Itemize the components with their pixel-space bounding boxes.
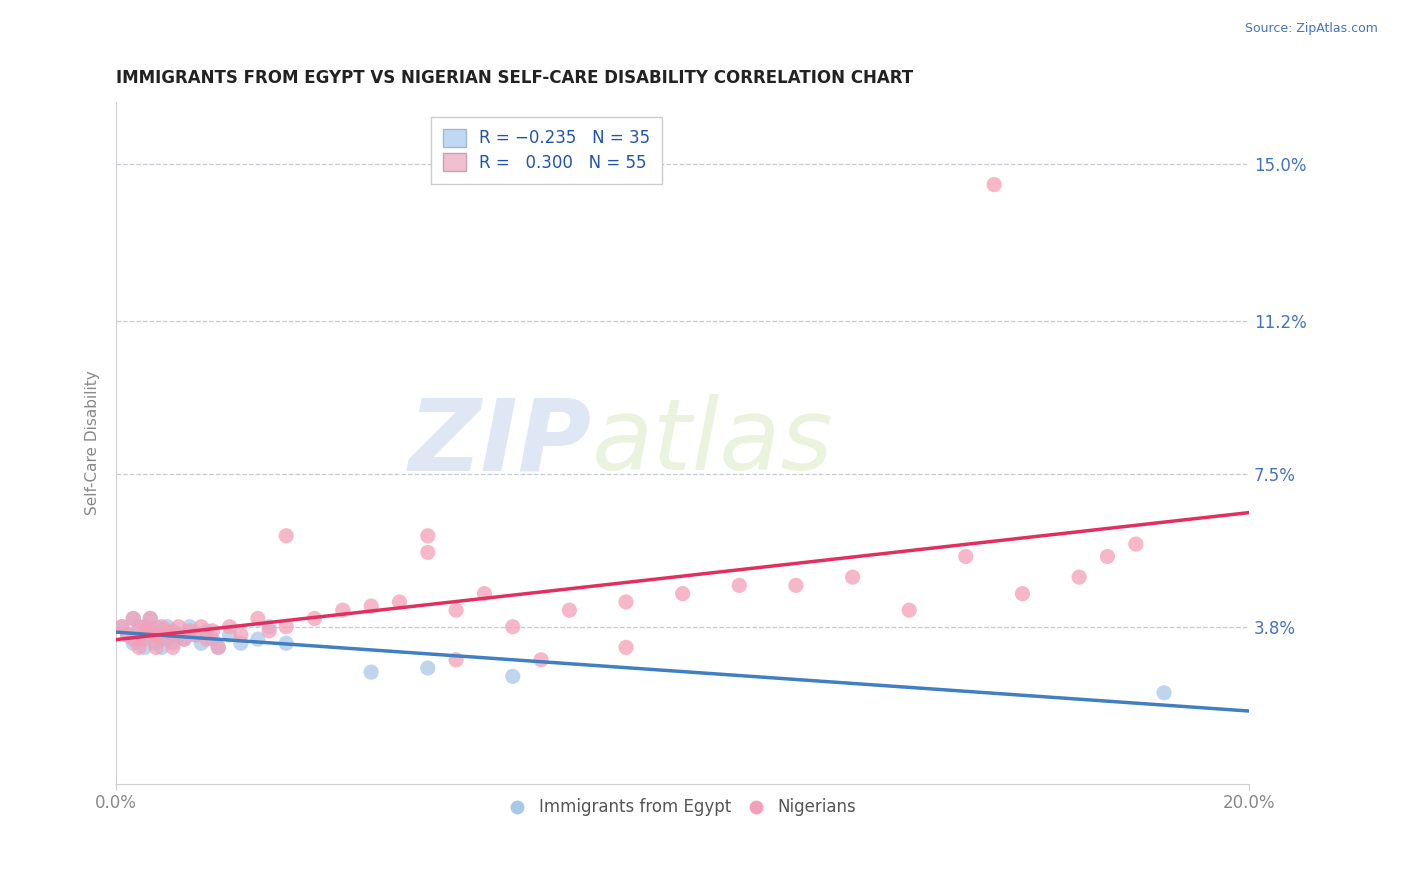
Point <box>122 611 145 625</box>
Point <box>162 636 184 650</box>
Point <box>201 624 224 638</box>
Point <box>128 632 150 646</box>
Text: Source: ZipAtlas.com: Source: ZipAtlas.com <box>1244 22 1378 36</box>
Point <box>122 611 145 625</box>
Point <box>156 632 179 646</box>
Point <box>672 587 695 601</box>
Legend: Immigrants from Egypt, Nigerians: Immigrants from Egypt, Nigerians <box>502 792 863 823</box>
Point <box>145 640 167 655</box>
Point <box>1125 537 1147 551</box>
Text: atlas: atlas <box>592 394 834 491</box>
Point <box>444 653 467 667</box>
Point <box>474 587 496 601</box>
Point <box>416 661 439 675</box>
Point <box>246 611 269 625</box>
Point <box>117 628 139 642</box>
Point <box>841 570 863 584</box>
Point <box>156 620 179 634</box>
Point <box>207 640 229 655</box>
Point <box>128 624 150 638</box>
Point <box>190 620 212 634</box>
Point <box>122 632 145 646</box>
Point <box>276 620 298 634</box>
Point <box>128 640 150 655</box>
Text: IMMIGRANTS FROM EGYPT VS NIGERIAN SELF-CARE DISABILITY CORRELATION CHART: IMMIGRANTS FROM EGYPT VS NIGERIAN SELF-C… <box>117 69 914 87</box>
Point <box>134 640 156 655</box>
Point <box>276 529 298 543</box>
Point <box>167 620 190 634</box>
Point <box>173 632 195 646</box>
Point <box>134 620 156 634</box>
Point <box>190 636 212 650</box>
Point <box>218 628 240 642</box>
Point <box>1069 570 1091 584</box>
Point <box>1097 549 1119 564</box>
Point <box>139 628 162 642</box>
Point <box>332 603 354 617</box>
Point <box>122 636 145 650</box>
Point <box>257 620 280 634</box>
Point <box>416 529 439 543</box>
Point <box>156 624 179 638</box>
Point <box>184 628 207 642</box>
Point <box>195 624 218 638</box>
Point <box>139 611 162 625</box>
Point <box>145 620 167 634</box>
Point <box>1153 686 1175 700</box>
Point <box>229 636 252 650</box>
Point <box>360 665 382 680</box>
Point <box>201 632 224 646</box>
Point <box>128 620 150 634</box>
Point <box>246 632 269 646</box>
Point <box>983 178 1005 192</box>
Point <box>955 549 977 564</box>
Point <box>614 640 637 655</box>
Point <box>530 653 553 667</box>
Point <box>150 640 173 655</box>
Point <box>117 628 139 642</box>
Point <box>150 632 173 646</box>
Point <box>360 599 382 613</box>
Point <box>145 636 167 650</box>
Y-axis label: Self-Care Disability: Self-Care Disability <box>86 370 100 516</box>
Point <box>139 624 162 638</box>
Point <box>1011 587 1033 601</box>
Point <box>444 603 467 617</box>
Point <box>162 640 184 655</box>
Point <box>195 632 218 646</box>
Point <box>111 620 134 634</box>
Point <box>179 624 201 638</box>
Text: ZIP: ZIP <box>409 394 592 491</box>
Point <box>145 628 167 642</box>
Point <box>558 603 581 617</box>
Point <box>173 632 195 646</box>
Point <box>207 640 229 655</box>
Point <box>111 620 134 634</box>
Point <box>134 632 156 646</box>
Point <box>150 624 173 638</box>
Point <box>388 595 411 609</box>
Point <box>184 628 207 642</box>
Point <box>257 624 280 638</box>
Point <box>502 669 524 683</box>
Point <box>150 620 173 634</box>
Point <box>134 624 156 638</box>
Point <box>276 636 298 650</box>
Point <box>162 628 184 642</box>
Point <box>167 628 190 642</box>
Point <box>218 620 240 634</box>
Point <box>785 578 807 592</box>
Point <box>898 603 921 617</box>
Point <box>502 620 524 634</box>
Point <box>162 624 184 638</box>
Point <box>614 595 637 609</box>
Point <box>728 578 751 592</box>
Point <box>179 620 201 634</box>
Point <box>304 611 326 625</box>
Point <box>139 611 162 625</box>
Point <box>229 628 252 642</box>
Point <box>416 545 439 559</box>
